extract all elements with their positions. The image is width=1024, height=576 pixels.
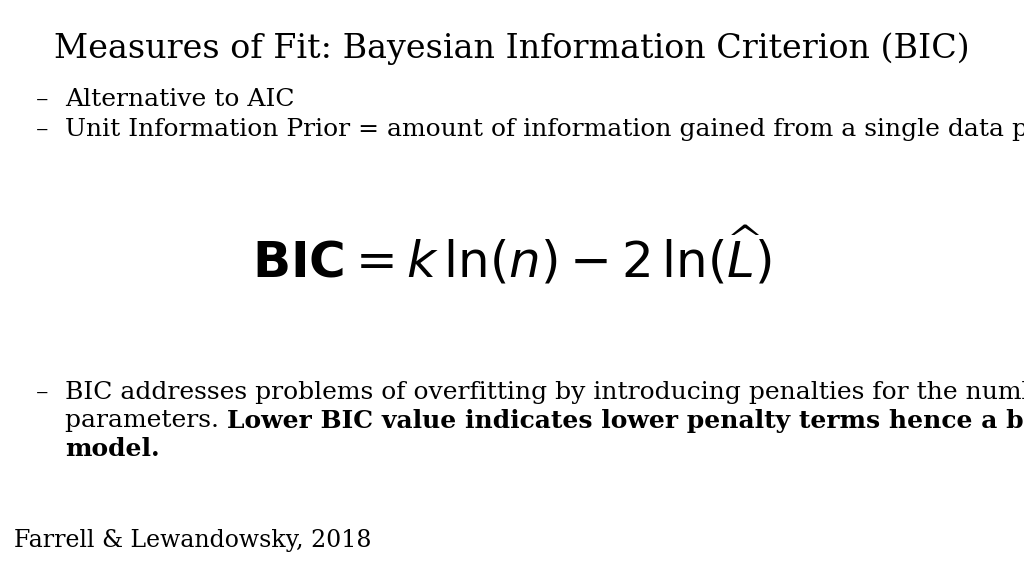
Text: –: – (36, 381, 48, 404)
Text: Unit Information Prior = amount of information gained from a single data point: Unit Information Prior = amount of infor… (65, 118, 1024, 141)
Text: $\mathbf{BIC} = k\,\ln(n) - 2\,\ln(\widehat{L})$: $\mathbf{BIC} = k\,\ln(n) - 2\,\ln(\wide… (252, 225, 772, 287)
Text: Farrell & Lewandowsky, 2018: Farrell & Lewandowsky, 2018 (14, 529, 372, 552)
Text: parameters.: parameters. (65, 409, 227, 432)
Text: Lower BIC value indicates lower penalty terms hence a better: Lower BIC value indicates lower penalty … (227, 409, 1024, 433)
Text: –: – (36, 118, 48, 141)
Text: model.: model. (65, 437, 160, 461)
Text: Measures of Fit: Bayesian Information Criterion (BIC): Measures of Fit: Bayesian Information Cr… (54, 32, 970, 65)
Text: –: – (36, 88, 48, 111)
Text: BIC addresses problems of overfitting by introducing penalties for the number of: BIC addresses problems of overfitting by… (65, 381, 1024, 404)
Text: Alternative to AIC: Alternative to AIC (65, 88, 295, 111)
